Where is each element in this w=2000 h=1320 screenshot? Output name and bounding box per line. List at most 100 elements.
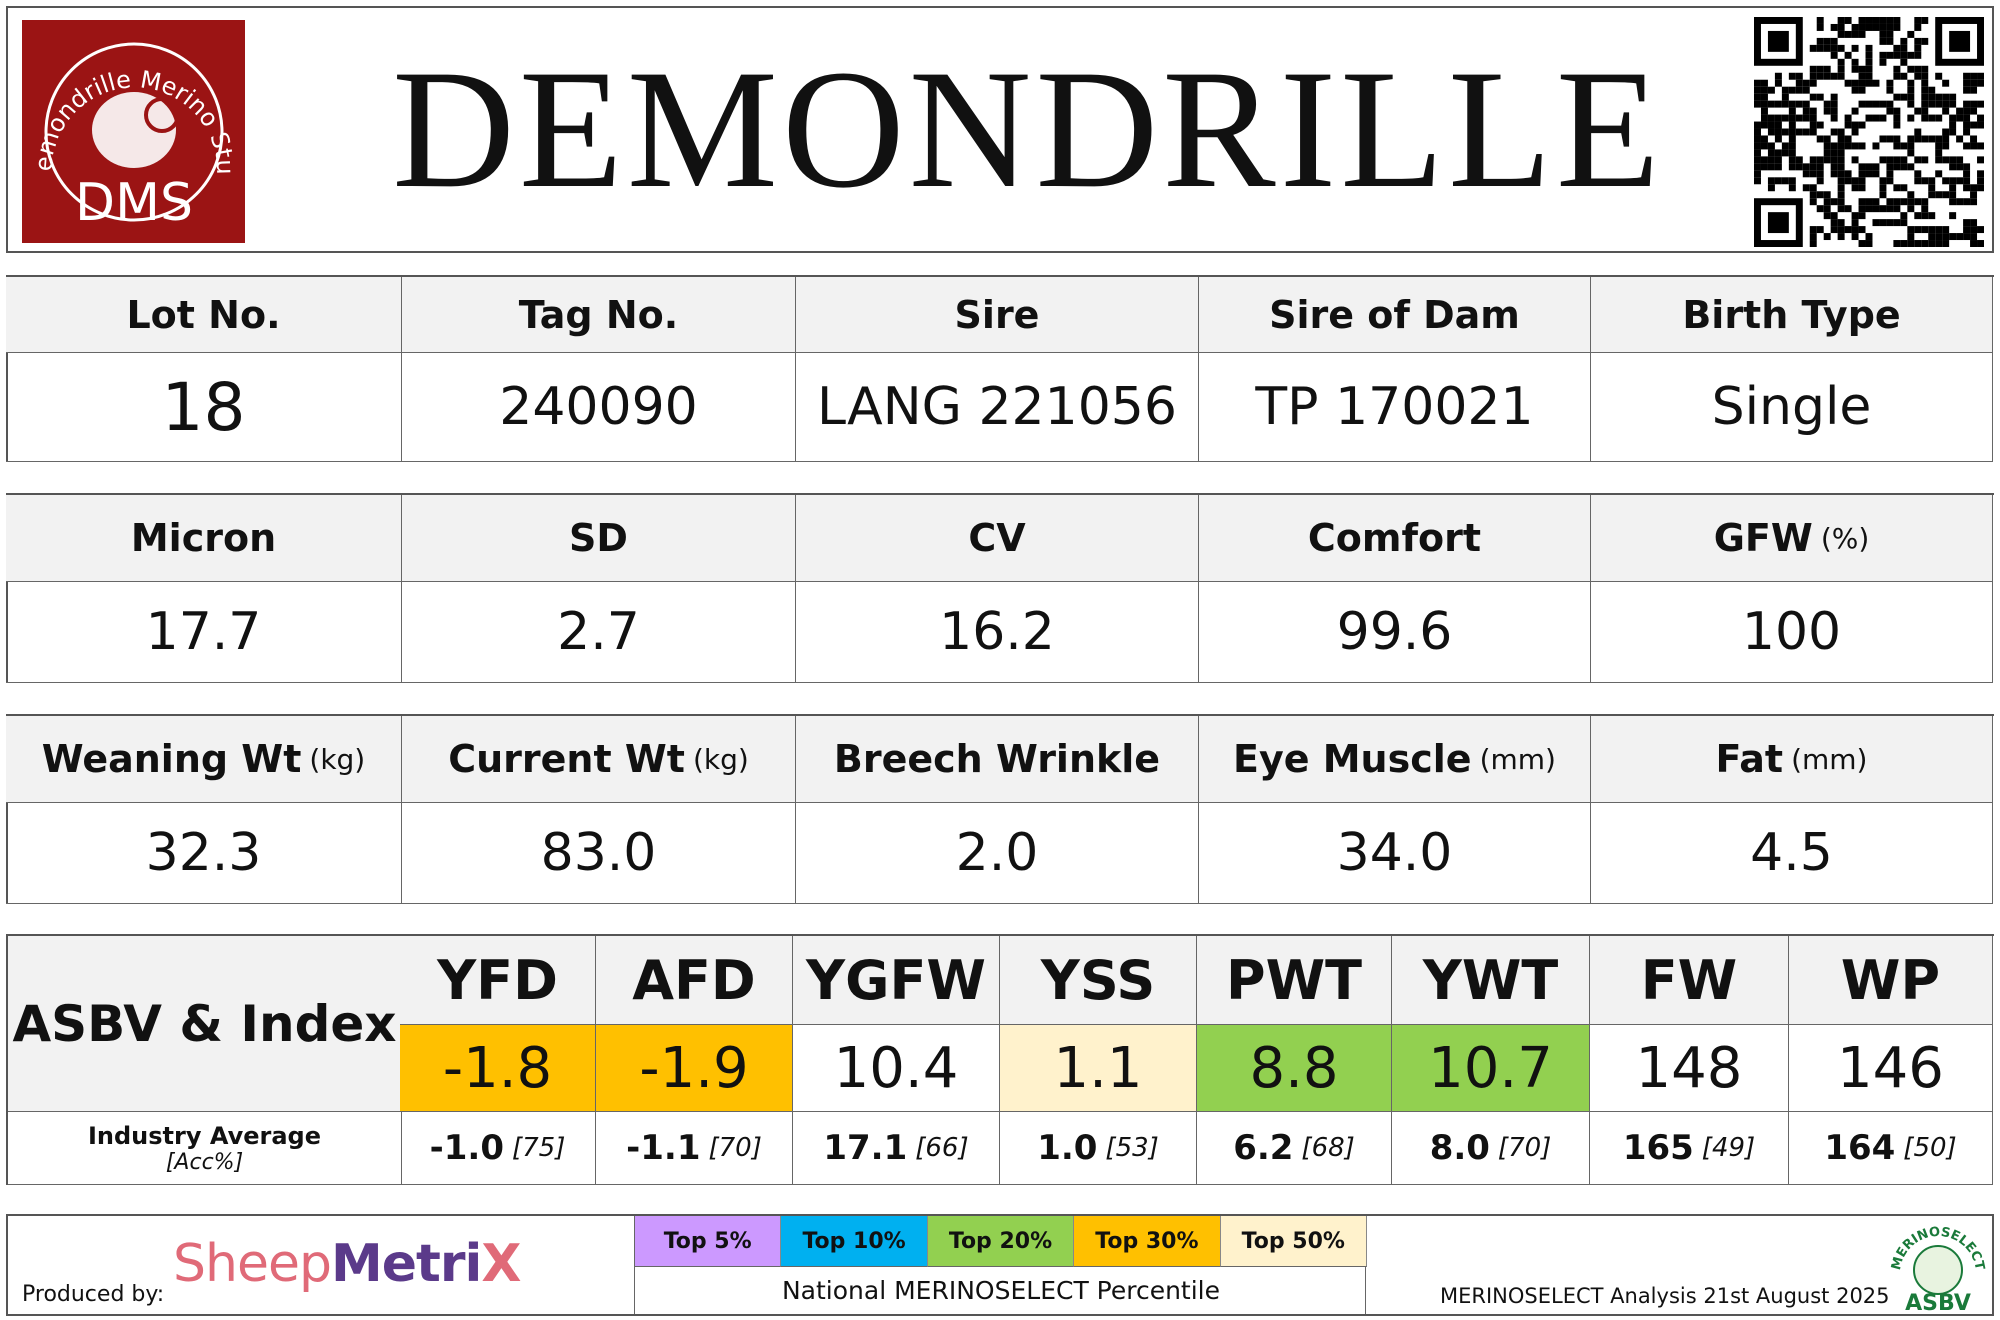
qr-module (1754, 163, 1761, 171)
qr-module (1760, 135, 1768, 143)
qr-module (1858, 72, 1866, 80)
info-table: Lot No. 18 Tag No. 240090 Sire LANG 221056 Sir… (6, 275, 1994, 462)
qr-module (1823, 65, 1831, 73)
trait-header: YWT (1392, 936, 1590, 1025)
qr-module (1872, 17, 1880, 24)
qr-module (1914, 226, 1922, 234)
average-label: Industry Average [Acc%] (8, 1112, 402, 1185)
qr-module (1977, 156, 1984, 164)
qr-module (1914, 240, 1922, 247)
qr-module (1928, 191, 1936, 199)
qr-module (1928, 177, 1936, 185)
qr-module (1879, 100, 1887, 108)
qr-module (1837, 184, 1845, 192)
qr-module (1788, 114, 1796, 122)
trait-average: 1.0 [53] (1000, 1112, 1197, 1185)
qr-module (1788, 72, 1796, 80)
trait-header: WP (1789, 936, 1993, 1025)
qr-module (1907, 65, 1915, 73)
legend-swatch: Top 50% (1220, 1216, 1367, 1267)
qr-module (1830, 23, 1838, 31)
qr-module (1754, 149, 1761, 157)
qr-module (1893, 107, 1901, 115)
qr-module (1977, 72, 1984, 80)
qr-module (1893, 240, 1901, 247)
qr-module (1977, 121, 1984, 129)
qr-module (1865, 163, 1873, 171)
qr-module (1830, 37, 1838, 45)
qr-module (1928, 226, 1936, 234)
qr-module (1914, 198, 1922, 206)
trait-value: 10.7 (1392, 1025, 1590, 1112)
qr-module (1977, 184, 1984, 192)
qr-module (1851, 23, 1859, 31)
qr-module (1886, 198, 1894, 206)
qr-module (1851, 44, 1859, 52)
qr-module (1970, 226, 1978, 234)
qr-module (1781, 149, 1789, 157)
header-label: Tag No. (518, 292, 679, 337)
qr-module (1921, 107, 1929, 115)
qr-module (1893, 93, 1901, 101)
qr-module (1914, 23, 1922, 31)
qr-module (1970, 107, 1978, 115)
qr-module (1774, 156, 1782, 164)
qr-module (1893, 44, 1901, 52)
qr-module (1900, 163, 1908, 171)
qr-code[interactable] (1754, 17, 1984, 247)
qr-module (1816, 23, 1824, 31)
qr-module (1942, 128, 1950, 136)
qr-module (1844, 30, 1852, 38)
qr-module (1893, 142, 1901, 150)
qr-module (1816, 163, 1824, 171)
qr-module (1893, 156, 1901, 164)
qr-module (1921, 37, 1929, 45)
qr-module (1774, 114, 1782, 122)
qr-module (1886, 37, 1894, 45)
cell-value: TP 170021 (1199, 353, 1591, 462)
qr-module (1837, 23, 1845, 31)
qr-module (1844, 121, 1852, 129)
qr-module (1767, 149, 1775, 157)
qr-module (1830, 219, 1838, 227)
qr-module (1886, 135, 1894, 143)
qr-module (1767, 30, 1789, 52)
qr-module (1914, 37, 1922, 45)
qr-module (1893, 17, 1901, 24)
qr-module (1963, 100, 1971, 108)
qr-module (1977, 170, 1984, 178)
qr-module (1914, 212, 1922, 220)
trait-value: -1.8 (400, 1025, 596, 1112)
cell-value: 2.0 (796, 803, 1199, 904)
cell-value: 99.6 (1199, 582, 1591, 683)
qr-module (1956, 156, 1964, 164)
average-value: 6.2 (1233, 1128, 1294, 1168)
header-unit: (kg) (309, 742, 366, 776)
qr-module (1809, 128, 1817, 136)
column-header: Sire (796, 277, 1199, 353)
header-box: Demondrille Merino Stud DMS DEMONDRILLE (6, 6, 1994, 253)
qr-module (1858, 198, 1866, 206)
qr-module (1774, 128, 1782, 136)
qr-module (1879, 177, 1887, 185)
average-value: -1.1 (626, 1128, 701, 1168)
qr-module (1949, 121, 1957, 129)
qr-module (1844, 142, 1852, 150)
header-label: Weaning Wt (41, 737, 302, 781)
qr-module (1823, 212, 1831, 220)
header-unit: (kg) (692, 742, 749, 776)
qr-module (1865, 114, 1873, 122)
column-header: CV (796, 495, 1199, 582)
logo-ring (44, 42, 224, 222)
qr-module (1893, 114, 1901, 122)
column-header: Lot No. (6, 277, 402, 353)
header-label: Lot No. (126, 292, 281, 337)
qr-module (1928, 100, 1936, 108)
qr-module (1886, 30, 1894, 38)
qr-module (1935, 114, 1943, 122)
average-accuracy: [53] (1105, 1133, 1159, 1163)
qr-module (1879, 30, 1887, 38)
qr-module (1956, 107, 1964, 115)
qr-module (1858, 86, 1866, 94)
qr-module (1837, 17, 1845, 24)
